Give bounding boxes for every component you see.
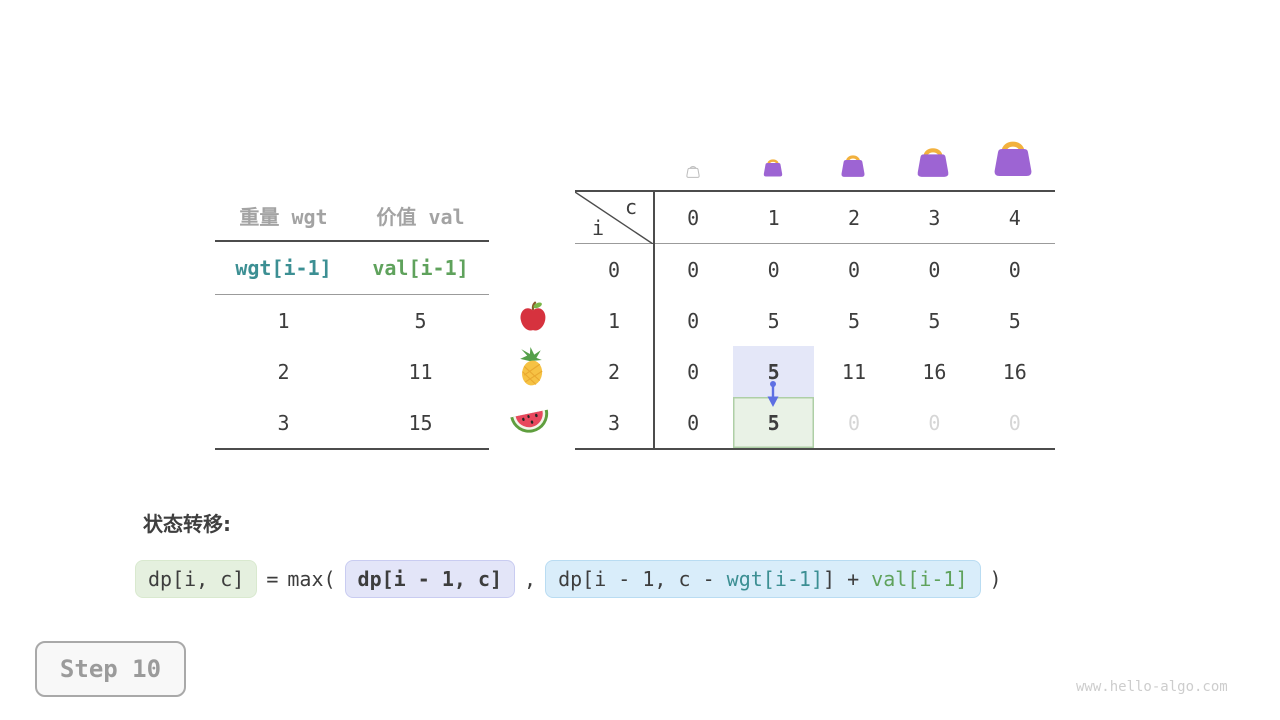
step-label: Step 10 bbox=[59, 655, 162, 683]
pineapple-icon bbox=[511, 347, 551, 390]
dp-cell: 0 bbox=[847, 257, 860, 282]
watermelon-icon bbox=[507, 402, 552, 438]
dp-cell: 11 bbox=[841, 359, 867, 384]
formula-arg-take: dp[i - 1, c - wgt[i-1]] + val[i-1] bbox=[545, 560, 981, 598]
formula-equals: = bbox=[266, 567, 279, 591]
dp-cell: 5 bbox=[767, 308, 780, 333]
formula-arg-keep: dp[i - 1, c] bbox=[344, 560, 516, 598]
dp-col-header: 0 bbox=[653, 192, 734, 244]
formula-arg-take-prefix: dp[i - 1, c - bbox=[558, 567, 727, 591]
items-col-weight-header: 重量 wgt bbox=[239, 204, 328, 229]
state-transition-formula: dp[i, c] = max( dp[i - 1, c] , dp[i - 1,… bbox=[135, 560, 1002, 598]
dp-cell: 16 bbox=[1002, 359, 1027, 384]
dp-cell: 0 bbox=[767, 257, 780, 282]
dp-cell: 0 bbox=[687, 410, 700, 435]
wgt-expression: wgt[i-1] bbox=[235, 256, 332, 280]
dp-cell: 16 bbox=[922, 359, 947, 384]
items-table-subheader: wgt[i-1] val[i-1] bbox=[215, 242, 489, 295]
bag-ghost-icon bbox=[685, 163, 701, 183]
bag-medium-icon bbox=[838, 151, 868, 183]
watermark: www.hello-algo.com bbox=[1076, 679, 1228, 695]
items-col-value-header: 价值 val bbox=[376, 204, 465, 229]
dp-col-axis-label: c bbox=[624, 195, 637, 219]
dp-cell-pending: 0 bbox=[1008, 410, 1021, 435]
item-row: 3 15 bbox=[215, 397, 489, 448]
dp-row-header: 0 bbox=[607, 257, 621, 282]
item-value: 15 bbox=[408, 410, 433, 435]
dp-col-header: 1 bbox=[733, 192, 814, 244]
dp-table-vertical-divider bbox=[653, 190, 655, 448]
dp-col-header: 3 bbox=[894, 192, 975, 244]
dp-row-header: 3 bbox=[607, 410, 621, 435]
formula-arg-take-mid: ] + bbox=[823, 567, 872, 591]
item-weight: 3 bbox=[277, 410, 290, 435]
dp-cell: 0 bbox=[928, 257, 941, 282]
dp-cell: 0 bbox=[687, 359, 700, 384]
formula-wgt-term: wgt[i-1] bbox=[726, 567, 823, 591]
dp-cell: 5 bbox=[847, 308, 860, 333]
dp-cell: 0 bbox=[687, 257, 700, 282]
dp-cell-pending: 0 bbox=[928, 410, 941, 435]
dp-row-axis-label: i bbox=[592, 216, 605, 240]
item-value: 11 bbox=[408, 359, 433, 384]
formula-lhs: dp[i, c] bbox=[135, 560, 258, 598]
dp-cell: 5 bbox=[1008, 308, 1021, 333]
dp-row-header: 2 bbox=[607, 359, 621, 384]
item-row: 1 5 bbox=[215, 295, 489, 346]
state-transition-title: 状态转移: bbox=[143, 512, 231, 536]
formula-comma: , bbox=[524, 567, 537, 591]
item-value: 5 bbox=[414, 308, 427, 333]
transition-arrow-icon bbox=[765, 380, 781, 412]
dp-cell: 5 bbox=[928, 308, 941, 333]
dp-cell: 0 bbox=[1008, 257, 1021, 282]
dp-cell: 0 bbox=[687, 308, 700, 333]
apple-icon bbox=[516, 300, 550, 337]
items-table: 重量 wgt 价值 val wgt[i-1] val[i-1] 1 5 2 11… bbox=[215, 190, 489, 450]
step-badge: Step 10 bbox=[35, 641, 186, 697]
items-table-header: 重量 wgt 价值 val bbox=[215, 190, 489, 242]
dp-table: c i 0 1 2 3 4 0 0 0 0 0 0 1 0 5 5 5 5 2 … bbox=[575, 190, 1055, 450]
dp-row-header: 1 bbox=[607, 308, 621, 333]
bag-xlarge-icon bbox=[989, 135, 1037, 183]
val-expression: val[i-1] bbox=[372, 256, 469, 280]
dp-col-header: 4 bbox=[974, 192, 1055, 244]
item-row: 2 11 bbox=[215, 346, 489, 397]
item-weight: 2 bbox=[277, 359, 290, 384]
dp-cell-pending: 0 bbox=[847, 410, 860, 435]
item-weight: 1 bbox=[277, 308, 290, 333]
dp-corner-cell: c i bbox=[575, 192, 653, 244]
bag-small-icon bbox=[761, 156, 785, 182]
formula-max-open: max( bbox=[287, 567, 336, 591]
dp-cell-current-highlight: 5 bbox=[733, 397, 814, 448]
formula-close-paren: ) bbox=[989, 567, 1002, 591]
bag-large-icon bbox=[913, 143, 953, 183]
items-table-body: 1 5 2 11 3 15 bbox=[215, 295, 489, 450]
formula-val-term: val[i-1] bbox=[871, 567, 968, 591]
dp-col-header: 2 bbox=[813, 192, 895, 244]
